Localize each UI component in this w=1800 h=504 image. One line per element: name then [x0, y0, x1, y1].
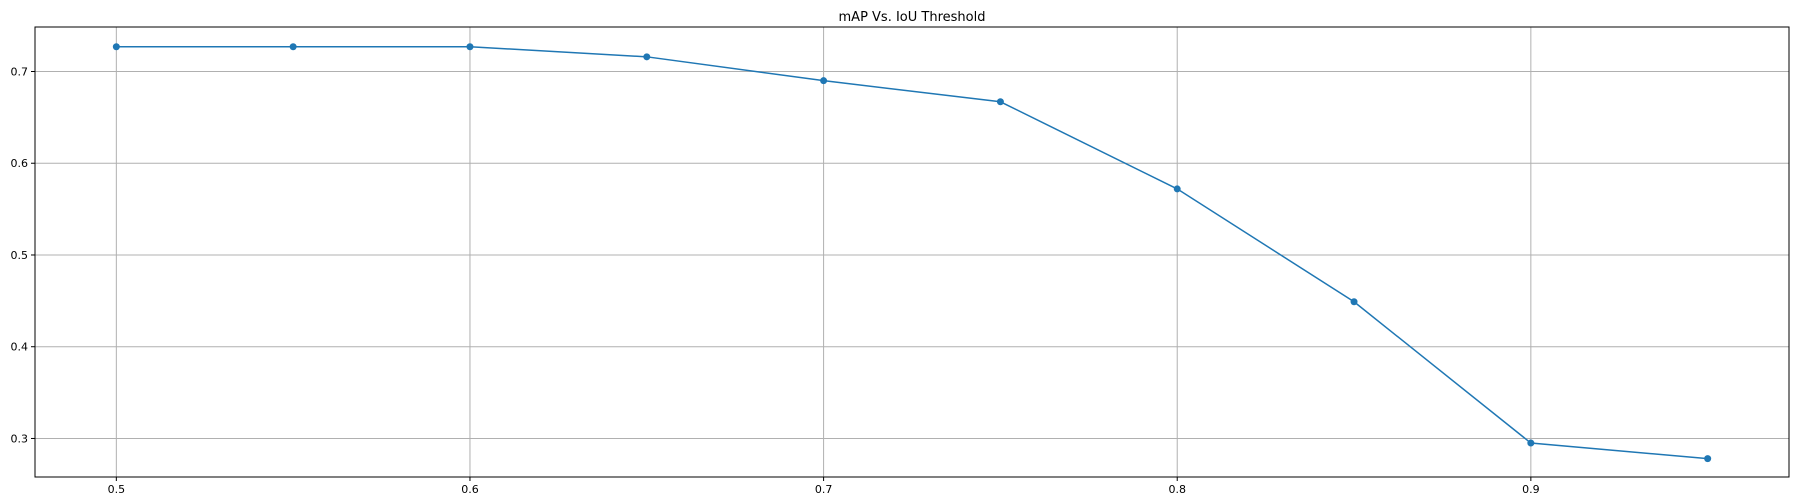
series-line [116, 45, 1708, 460]
data-point [820, 77, 828, 85]
x-axis: 0.5 0.6 0.7 0.8 0.9 [108, 477, 1540, 496]
data-point [996, 98, 1004, 106]
y-tick-label: 0.4 [11, 341, 29, 354]
plot-area-frame [34, 26, 1790, 478]
y-tick-label: 0.6 [11, 157, 29, 170]
y-tick-label: 0.7 [11, 65, 29, 78]
grid [35, 27, 1789, 477]
y-tick-label: 0.3 [11, 432, 29, 445]
x-tick-label: 0.6 [461, 483, 479, 496]
x-tick-label: 0.7 [815, 483, 833, 496]
x-tick-label: 0.5 [108, 483, 126, 496]
data-point [643, 53, 651, 61]
data-point [1350, 298, 1358, 306]
data-point [1704, 455, 1712, 463]
series-polyline [116, 45, 1708, 460]
data-points [112, 43, 1712, 463]
chart-title: mAP Vs. IoU Threshold [839, 10, 986, 25]
x-tick-label: 0.8 [1168, 483, 1186, 496]
x-tick-label: 0.9 [1522, 483, 1540, 496]
data-point [1173, 185, 1181, 193]
data-point [112, 43, 120, 51]
y-axis: 0.3 0.4 0.5 0.6 0.7 [11, 65, 35, 445]
data-point [466, 43, 474, 51]
y-tick-label: 0.5 [11, 249, 29, 262]
data-point [289, 43, 297, 51]
data-point [1527, 439, 1535, 447]
